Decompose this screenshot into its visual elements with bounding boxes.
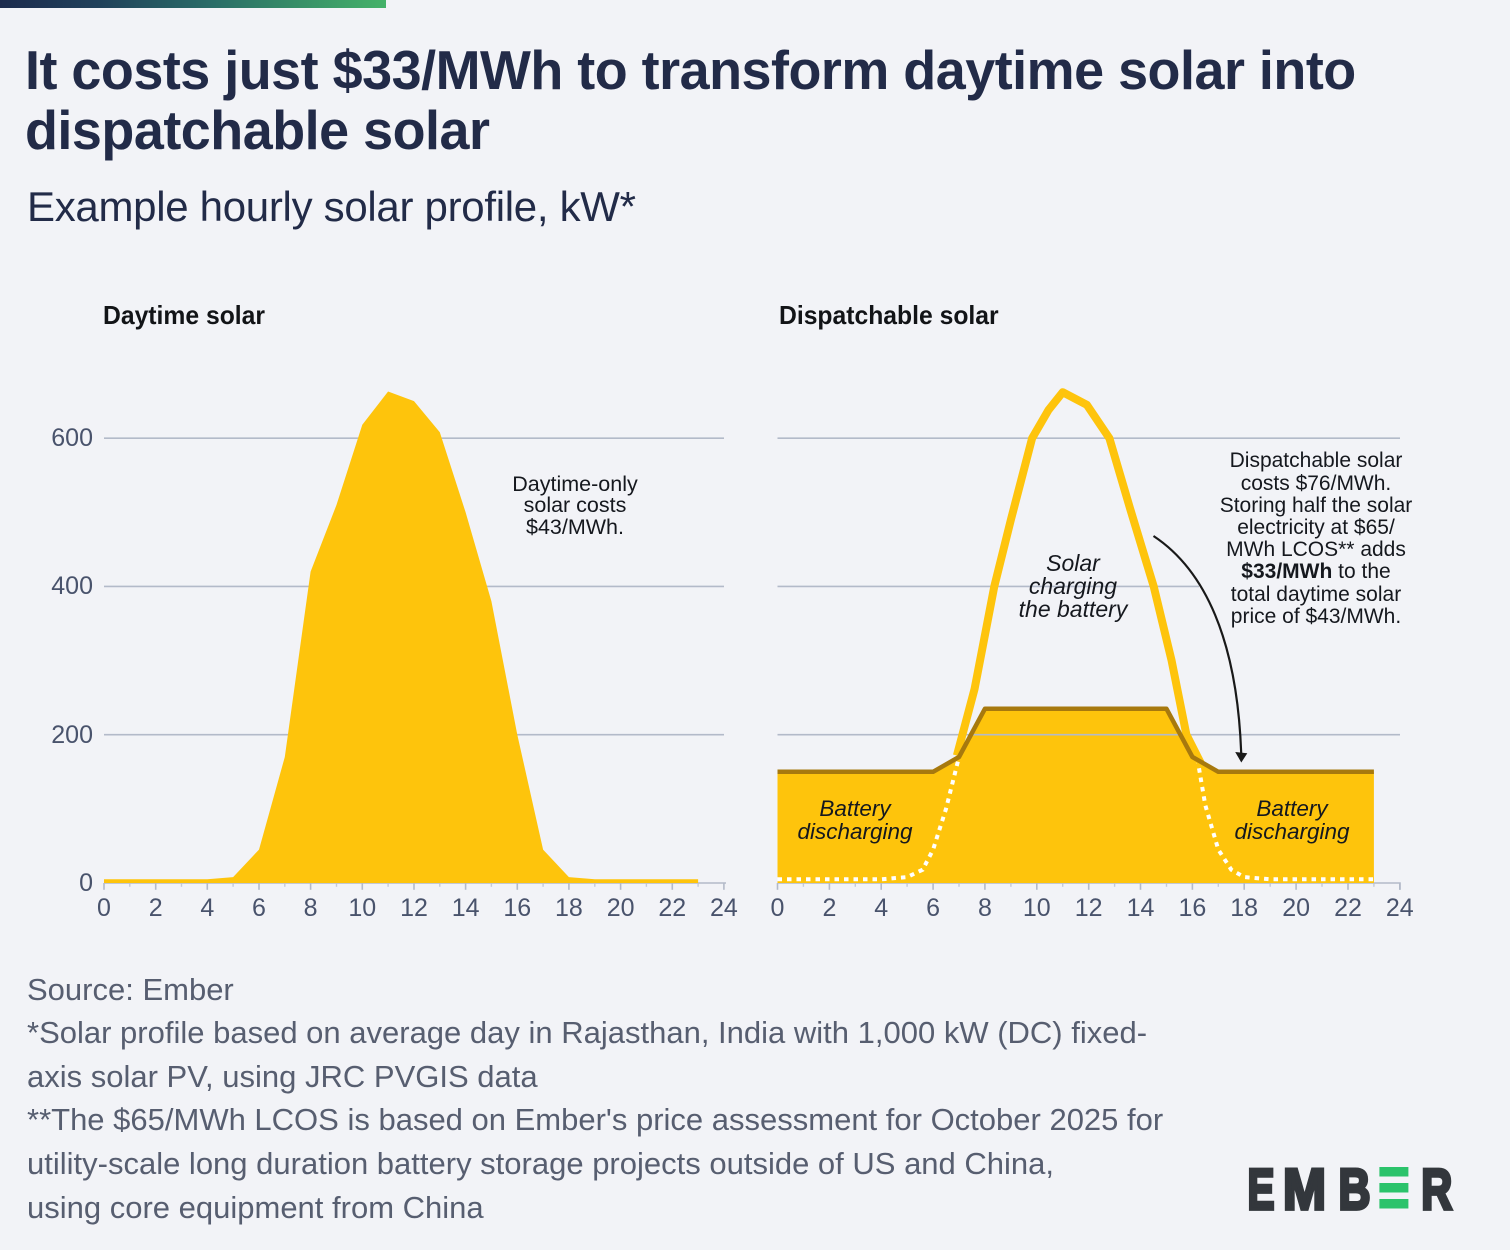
svg-text:B: B [1339, 1163, 1371, 1213]
svg-text:M: M [1283, 1163, 1326, 1213]
svg-text:R: R [1421, 1163, 1452, 1213]
svg-text:E: E [1248, 1163, 1275, 1213]
